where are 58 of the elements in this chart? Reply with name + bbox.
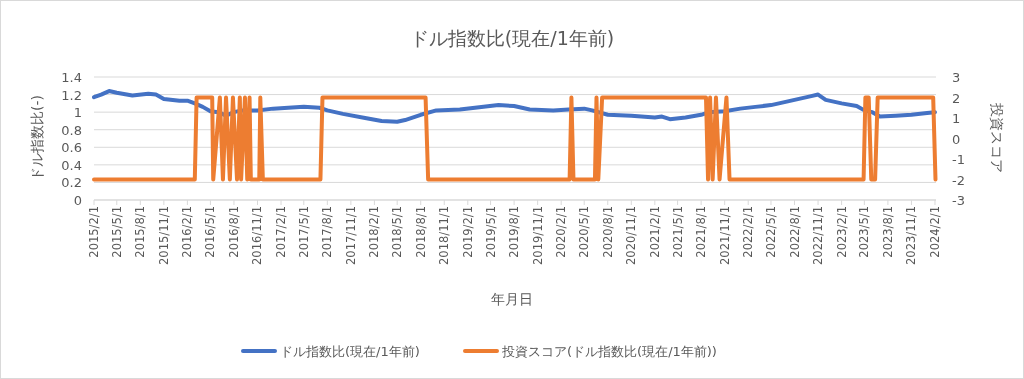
y2-tick-label: 3 [952, 70, 961, 85]
x-tick-label: 2019/5/1 [483, 206, 498, 258]
x-tick-label: 2021/2/1 [647, 206, 662, 258]
x-tick-label: 2018/5/1 [390, 206, 405, 258]
x-tick-label: 2022/11/1 [811, 206, 826, 265]
y2-tick-label: 2 [952, 90, 961, 106]
x-tick-label: 2022/8/1 [787, 206, 802, 258]
y-tick-label: 0.2 [61, 175, 82, 191]
y-tick-label: 1.4 [61, 70, 82, 85]
y2-tick-label: -1 [952, 152, 965, 167]
y2-tick-label: -3 [952, 193, 965, 208]
x-tick-label: 2017/2/1 [274, 206, 289, 258]
x-tick-label: 2016/5/1 [203, 206, 218, 258]
x-tick-label: 2017/5/1 [296, 206, 311, 258]
x-tick-label: 2021/11/1 [717, 206, 732, 265]
y-tick-label: 1 [73, 105, 82, 121]
x-tick-label: 2015/2/1 [87, 206, 101, 258]
y-tick-label: 0.4 [61, 157, 82, 173]
legend-label: 投資スコア(ドル指数比(現在/1年前)) [501, 344, 717, 359]
y2-tick-label: -2 [952, 172, 965, 188]
y2-tick-label: 1 [952, 111, 961, 126]
x-tick-label: 2022/5/1 [763, 206, 778, 258]
x-tick-label: 2019/11/1 [530, 206, 545, 265]
y2-axis-title: 投資スコア [989, 102, 1005, 173]
y-tick-label: 0 [73, 193, 82, 208]
x-tick-label: 2022/2/1 [741, 206, 756, 258]
x-tick-label: 2016/2/1 [180, 206, 195, 258]
x-tick-label: 2016/8/1 [226, 206, 241, 258]
x-tick-label: 2023/8/1 [880, 206, 895, 258]
x-tick-label: 2018/11/1 [437, 206, 452, 265]
x-tick-label: 2020/2/1 [554, 206, 569, 258]
y-tick-label: 1.2 [61, 87, 82, 103]
x-tick-label: 2020/5/1 [577, 206, 592, 258]
x-tick-label: 2015/5/1 [109, 206, 124, 258]
y2-tick-label: 0 [952, 131, 961, 147]
legend-label: ドル指数比(現在/1年前) [280, 344, 420, 359]
y-tick-label: 0.8 [61, 122, 82, 138]
chart-title: ドル指数比(現在/1年前) [409, 27, 615, 49]
x-tick-label: 2019/2/1 [460, 206, 475, 258]
x-tick-label: 2021/8/1 [694, 206, 709, 258]
x-tick-label: 2020/11/1 [624, 206, 639, 265]
x-tick-label: 2024/2/1 [927, 206, 942, 258]
x-tick-label: 2015/11/1 [156, 206, 171, 265]
y-tick-label: 0.6 [61, 140, 82, 156]
x-tick-label: 2016/11/1 [250, 206, 265, 265]
x-tick-label: 2017/11/1 [343, 206, 358, 265]
x-tick-label: 2019/8/1 [507, 206, 522, 258]
x-tick-label: 2021/5/1 [670, 206, 685, 258]
x-axis-title: 年月日 [491, 291, 533, 307]
x-tick-label: 2023/5/1 [857, 206, 872, 258]
y-axis-title: ドル指数比(-) [29, 95, 45, 181]
x-tick-label: 2020/8/1 [600, 206, 615, 258]
x-tick-label: 2018/8/1 [413, 206, 428, 258]
x-tick-label: 2015/8/1 [133, 206, 148, 258]
x-tick-label: 2018/2/1 [367, 206, 382, 258]
x-tick-label: 2023/2/1 [834, 206, 849, 258]
x-tick-label: 2023/11/1 [904, 206, 919, 265]
x-tick-label: 2017/8/1 [320, 206, 335, 258]
